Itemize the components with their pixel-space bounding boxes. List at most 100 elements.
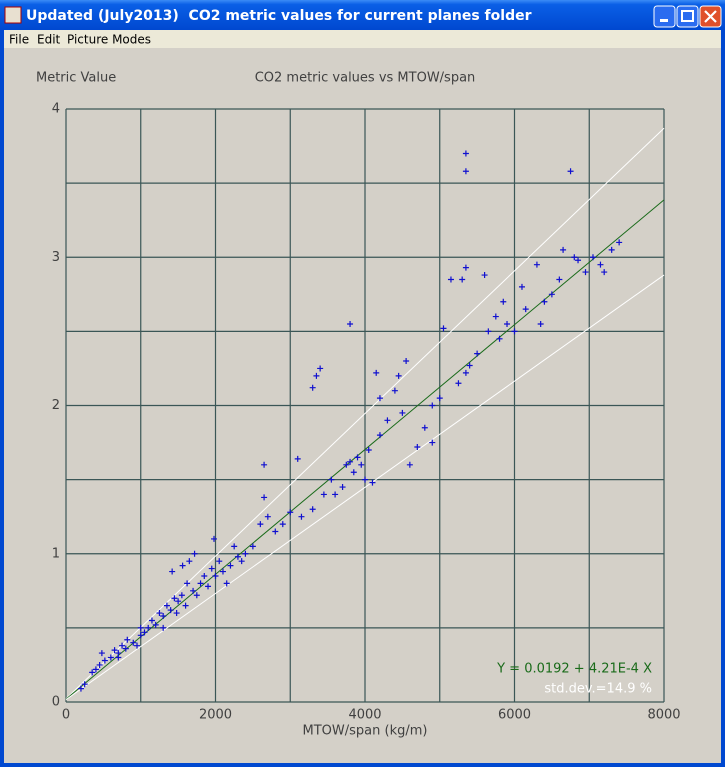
data-point <box>137 624 144 631</box>
title-bar <box>0 0 725 30</box>
data-point <box>347 320 354 327</box>
x-tick-label: 8000 <box>647 708 680 723</box>
data-point <box>496 335 503 342</box>
data-point <box>231 543 238 550</box>
data-point <box>567 168 574 175</box>
data-point <box>376 395 383 402</box>
data-point <box>219 568 226 575</box>
data-point <box>160 613 167 620</box>
data-point <box>205 583 212 590</box>
data-point <box>171 595 178 602</box>
data-point <box>191 550 198 557</box>
data-point <box>279 521 286 528</box>
data-point <box>556 276 563 283</box>
menu-item[interactable]: Edit <box>37 33 61 47</box>
data-point <box>173 610 180 617</box>
data-point <box>130 639 137 646</box>
data-point <box>141 629 148 636</box>
data-point <box>575 257 582 264</box>
menu-bar <box>4 30 721 48</box>
x-tick-label: 2000 <box>199 708 232 723</box>
data-point <box>89 669 96 676</box>
data-point <box>376 432 383 439</box>
data-point <box>485 328 492 335</box>
data-point <box>211 535 218 542</box>
data-point <box>119 642 126 649</box>
data-point <box>582 269 589 276</box>
data-point <box>92 666 99 673</box>
y-tick-label: 1 <box>52 546 60 561</box>
data-point <box>354 454 361 461</box>
data-point <box>208 565 215 572</box>
data-point <box>156 610 163 617</box>
menu-item[interactable]: File <box>9 33 29 47</box>
data-point <box>145 624 152 631</box>
data-point <box>462 168 469 175</box>
data-point <box>399 409 406 416</box>
data-point <box>115 654 122 661</box>
data-point <box>373 369 380 376</box>
window-title: Updated (July2013) CO2 metric values for… <box>26 8 532 24</box>
data-point <box>332 491 339 498</box>
data-point <box>98 650 105 657</box>
data-point <box>320 491 327 498</box>
data-point <box>294 455 301 462</box>
data-point <box>589 254 596 261</box>
data-point <box>238 558 245 565</box>
y-tick-label: 0 <box>52 695 60 710</box>
data-point <box>124 636 131 643</box>
data-point <box>272 528 279 535</box>
y-tick-label: 3 <box>52 250 60 265</box>
data-point <box>350 469 357 476</box>
fit-line <box>65 274 665 701</box>
data-point <box>96 661 103 668</box>
data-point <box>179 562 186 569</box>
data-point <box>264 513 271 520</box>
menu-item[interactable]: Picture Modes <box>67 33 151 47</box>
data-point <box>261 494 268 501</box>
data-point <box>440 325 447 332</box>
data-point <box>537 320 544 327</box>
data-point <box>163 602 170 609</box>
data-point <box>511 328 518 335</box>
data-point <box>101 657 108 664</box>
data-point <box>190 587 197 594</box>
data-point <box>369 479 376 486</box>
data-point <box>227 562 234 569</box>
data-point <box>317 365 324 372</box>
data-point <box>223 580 230 587</box>
data-point <box>249 543 256 550</box>
data-point <box>148 617 155 624</box>
data-point <box>81 681 88 688</box>
data-point <box>362 476 368 483</box>
data-point <box>391 387 398 394</box>
window-buttons[interactable] <box>653 5 722 28</box>
data-point <box>212 572 219 579</box>
data-point <box>462 369 469 376</box>
data-point <box>601 269 608 276</box>
data-point <box>406 461 413 468</box>
x-tick-label: 6000 <box>498 708 531 723</box>
app-icon <box>4 6 22 24</box>
data-point <box>608 246 615 253</box>
data-point <box>466 362 473 369</box>
y-axis-label: Metric Value <box>36 71 116 86</box>
data-point <box>447 276 454 283</box>
y-tick-label: 2 <box>52 398 60 413</box>
data-point <box>414 444 421 451</box>
data-point <box>313 372 320 379</box>
data-point <box>197 580 204 587</box>
y-tick-label: 4 <box>52 102 60 117</box>
data-point <box>107 654 114 661</box>
data-point <box>358 461 365 468</box>
data-point <box>455 380 462 387</box>
fit-line <box>65 127 665 700</box>
data-point <box>287 509 294 516</box>
x-tick-label: 4000 <box>348 708 381 723</box>
data-point <box>328 476 335 483</box>
data-point <box>339 484 346 491</box>
data-point <box>403 358 410 365</box>
data-point <box>518 283 525 290</box>
data-point <box>309 384 316 391</box>
